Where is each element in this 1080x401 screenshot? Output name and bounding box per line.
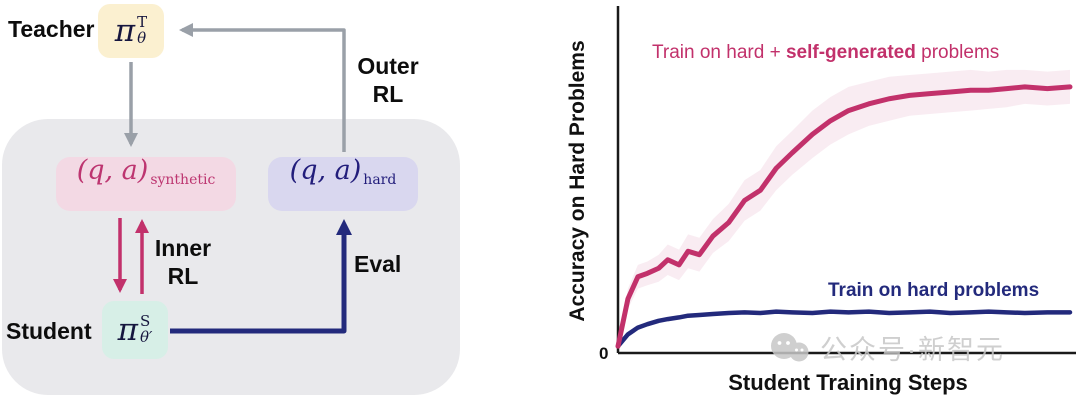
student-pi-superscript: S [139,312,151,331]
student-pi-subscript: θ′ [139,328,153,346]
teacher-label: Teacher [8,16,95,42]
hard-qa-subscript: hard [363,172,397,188]
teacher-policy-box: π T θ [98,4,164,58]
watermark: 公众号·新智元 [768,328,1005,367]
student-policy-box: π S θ′ [102,301,168,359]
accuracy-plot [615,6,1076,355]
inner-rl-label: Inner RL [154,235,212,290]
student-label: Student [6,318,92,344]
student-pi-scripts: S θ′ [139,312,153,346]
teacher-pi-subscript: θ [137,29,147,47]
teacher-pi-scripts: T θ [137,13,148,47]
synthetic-qa-text: (q, a) [76,155,149,186]
hard-qa-box: (q, a) hard [268,157,418,211]
eval-arrow [170,219,352,334]
outer-rl-arrow [179,23,346,152]
outer-rl-label: Outer RL [357,53,419,108]
watermark-text: 公众号·新智元 [820,335,1005,365]
confidence-band [618,69,1070,352]
x-axis-label: Student Training Steps [728,370,968,395]
hard-qa-text: (q, a) [289,155,362,186]
synthetic-qa-box: (q, a) synthetic [56,157,236,211]
synthetic-qa-subscript: synthetic [150,172,216,188]
hard-series-label: Train on hard problems [828,280,1040,301]
self-generated-series-label: Train on hard + self-generated problems [652,42,1000,63]
y-axis-label: Accuracy on Hard Problems [566,40,589,322]
wechat-icon [771,332,809,361]
eval-label: Eval [354,251,402,277]
teacher-pi-superscript: T [137,13,148,32]
student-pi-symbol: π [117,311,138,348]
series-line [615,309,1073,349]
teacher-pi-symbol: π [114,12,136,49]
series-line [615,84,1073,349]
diagram-arrows [113,23,352,334]
origin-tick-label: 0 [599,344,609,363]
